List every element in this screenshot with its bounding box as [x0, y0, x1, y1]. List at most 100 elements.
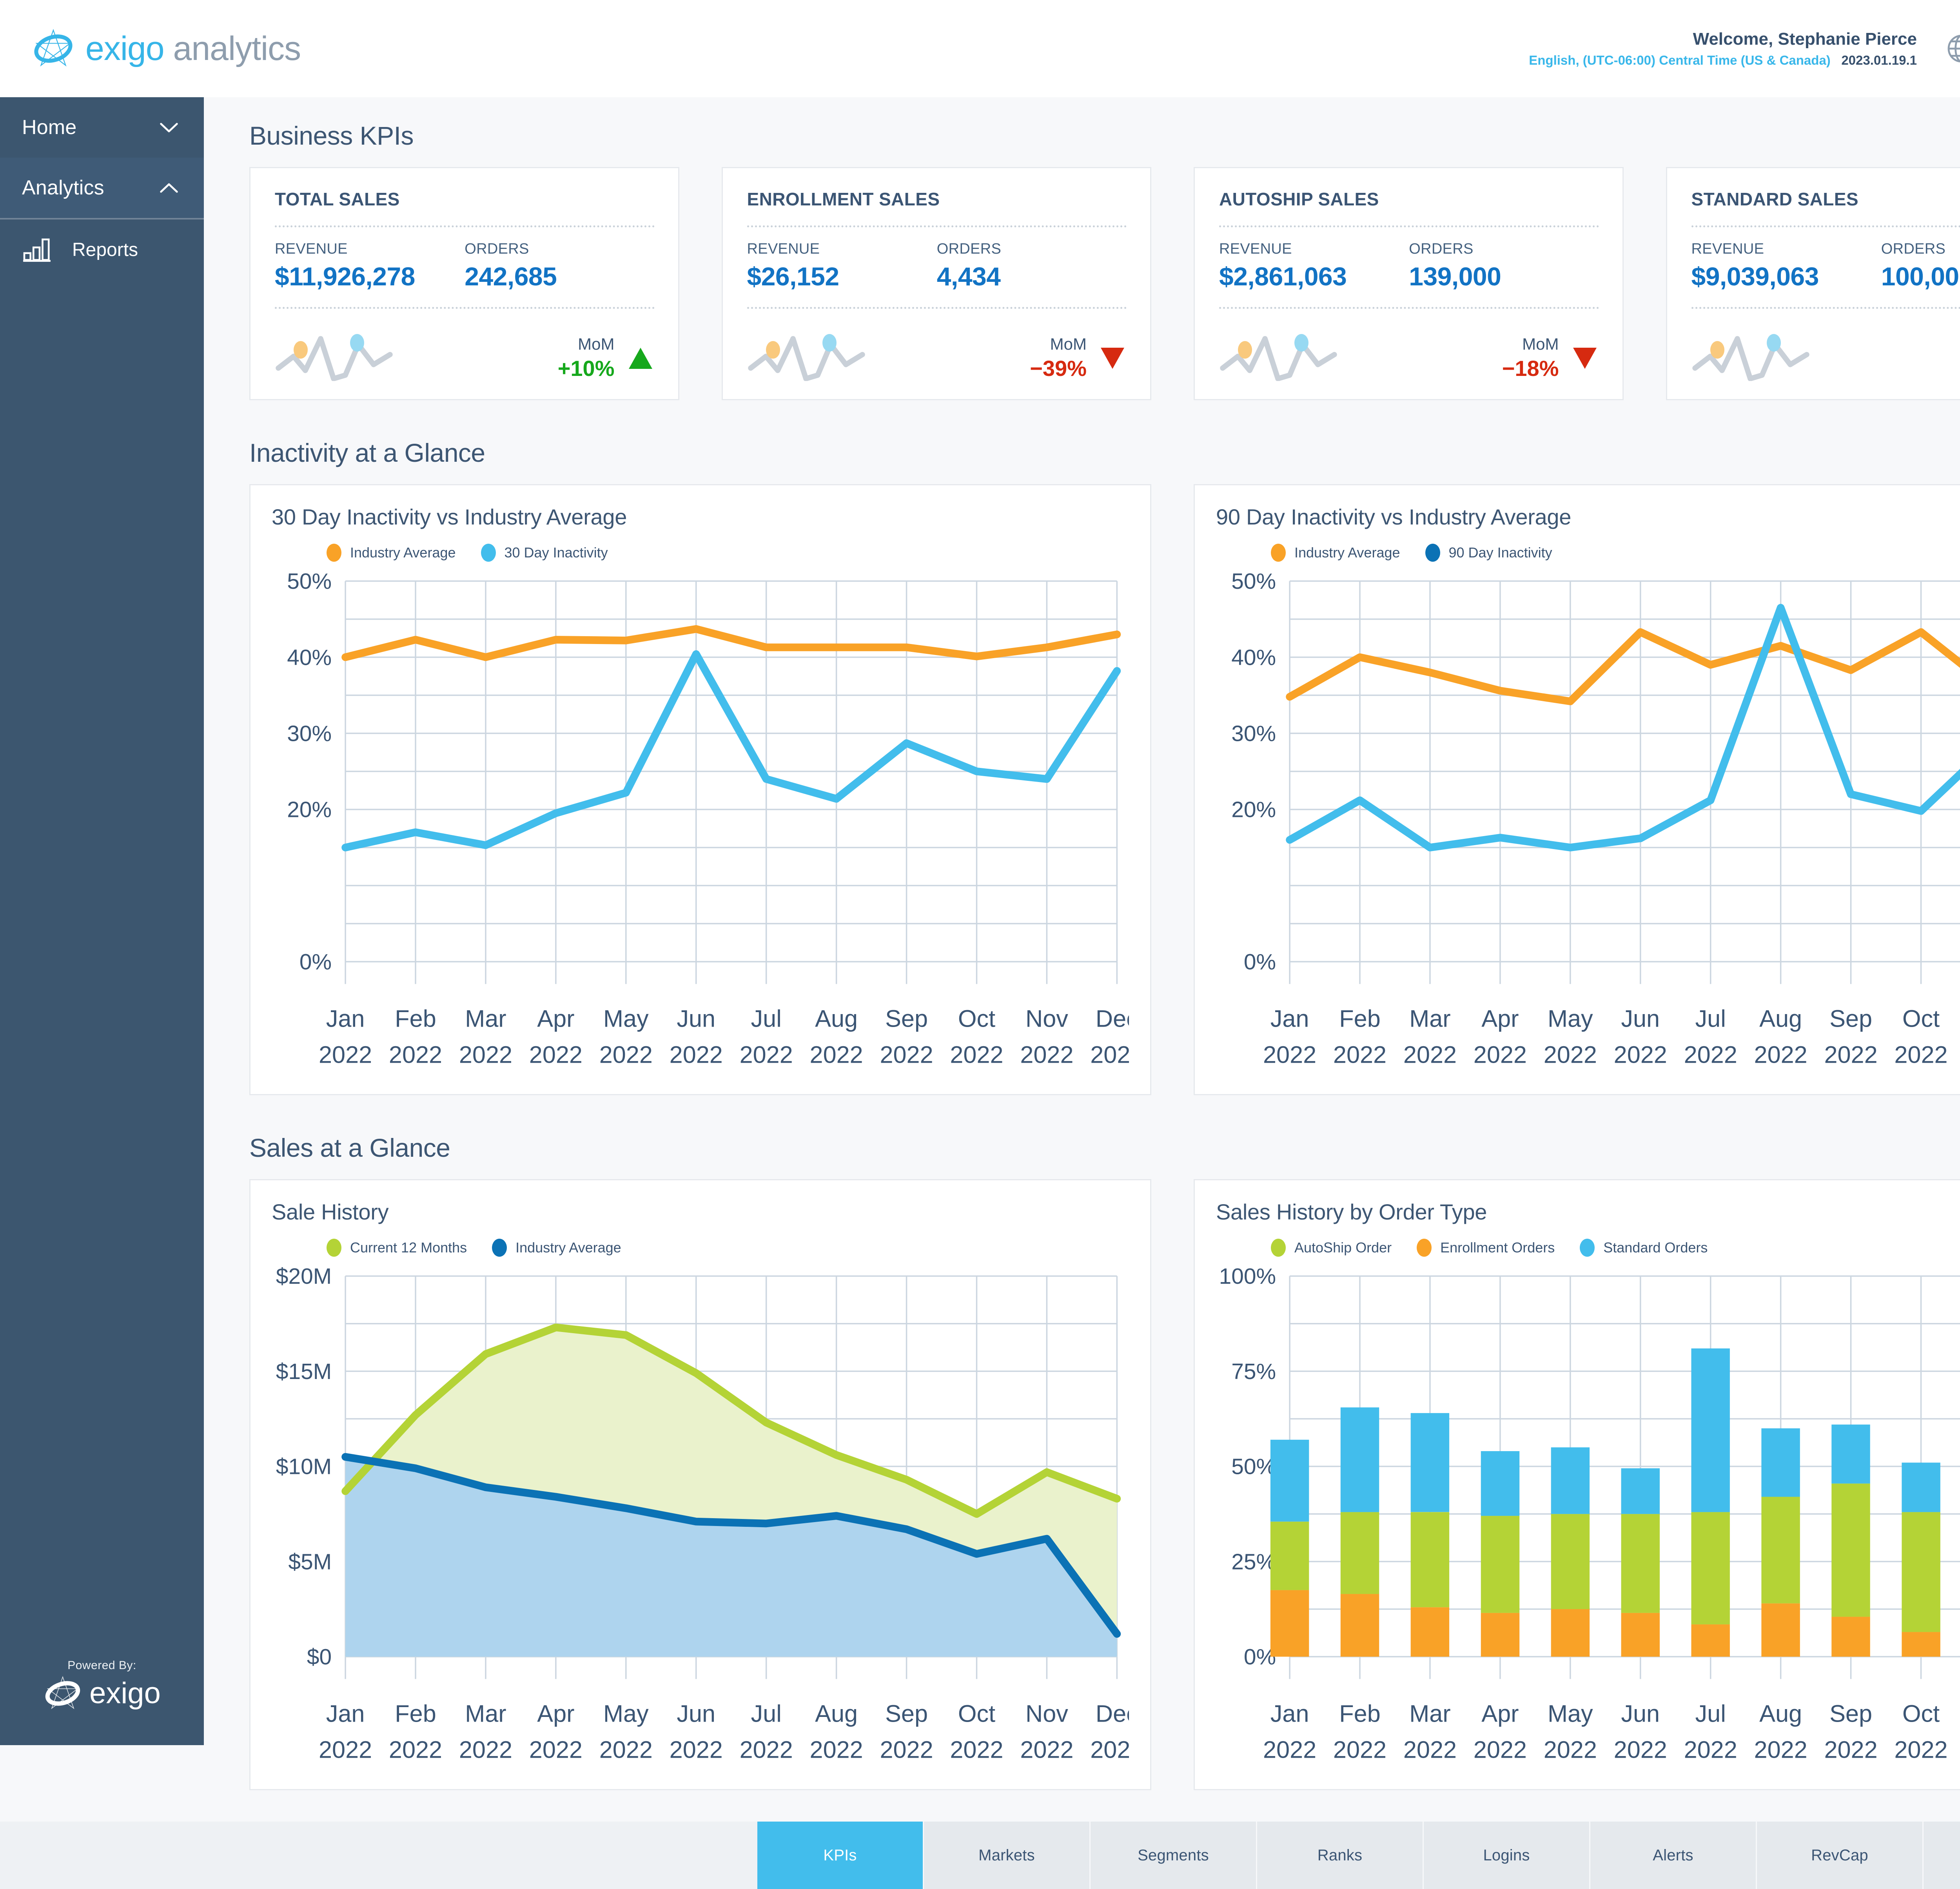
legend-label: AutoShip Order: [1294, 1239, 1392, 1256]
sidebar-item-analytics[interactable]: Analytics: [0, 158, 204, 218]
kpi-orders-label: ORDERS: [465, 241, 654, 258]
kpi-title: AUTOSHIP SALES: [1219, 189, 1599, 210]
svg-text:2022: 2022: [599, 1737, 653, 1763]
svg-text:Aug: Aug: [1759, 1005, 1802, 1032]
legend-item[interactable]: Industry Average: [327, 544, 456, 562]
locale-text[interactable]: English, (UTC-06:00) Central Time (US & …: [1529, 53, 1831, 67]
kpi-card-row: TOTAL SALES REVENUE $11,926,278 ORDERS 2…: [249, 167, 1960, 400]
brand-logo[interactable]: exigo analytics: [31, 27, 301, 71]
svg-text:Jul: Jul: [751, 1700, 782, 1727]
svg-text:2022: 2022: [529, 1737, 583, 1763]
svg-text:2022: 2022: [810, 1737, 863, 1763]
kpi-orders-value: 242,685: [465, 261, 654, 291]
divider: [1219, 307, 1599, 309]
globe-icon[interactable]: [1944, 31, 1960, 66]
kpi-orders-value: 139,000: [1409, 261, 1599, 291]
legend-item[interactable]: AutoShip Order: [1271, 1239, 1392, 1257]
legend-item[interactable]: Industry Average: [1271, 544, 1400, 562]
tab-products[interactable]: Products: [1924, 1822, 1960, 1889]
sidebar-divider: [0, 218, 204, 220]
svg-text:2022: 2022: [1754, 1737, 1808, 1763]
svg-text:2022: 2022: [1824, 1737, 1877, 1763]
tab-alerts[interactable]: Alerts: [1590, 1822, 1757, 1889]
kpi-revenue-label: REVENUE: [747, 241, 937, 258]
legend-item[interactable]: Current 12 Months: [327, 1239, 467, 1257]
legend-item[interactable]: Standard Orders: [1580, 1239, 1708, 1257]
svg-text:$15M: $15M: [276, 1359, 332, 1384]
exigo-star-icon: [43, 1674, 82, 1713]
legend-item[interactable]: 30 Day Inactivity: [481, 544, 608, 562]
svg-text:Jul: Jul: [751, 1005, 782, 1032]
mom-label: MoM: [558, 335, 615, 353]
mom-value: −18%: [1502, 356, 1559, 381]
svg-text:75%: 75%: [1231, 1359, 1276, 1384]
section-title-inactivity: Inactivity at a Glance: [249, 438, 485, 468]
svg-text:25%: 25%: [1231, 1550, 1276, 1575]
svg-text:May: May: [1548, 1700, 1593, 1727]
svg-text:Apr: Apr: [537, 1700, 574, 1727]
legend-item[interactable]: Enrollment Orders: [1417, 1239, 1555, 1257]
chart-card-30-day-inactivity[interactable]: 30 Day Inactivity vs Industry Average In…: [249, 484, 1151, 1095]
welcome-meta: English, (UTC-06:00) Central Time (US & …: [1529, 52, 1917, 69]
tab-ranks[interactable]: Ranks: [1257, 1822, 1424, 1889]
header-icon-group: [1944, 31, 1960, 66]
svg-text:Jul: Jul: [1695, 1700, 1726, 1727]
tab-revcap[interactable]: RevCap: [1757, 1822, 1924, 1889]
svg-text:40%: 40%: [1231, 645, 1276, 670]
divider: [1691, 307, 1960, 309]
kpi-card-autoship-sales[interactable]: AUTOSHIP SALES REVENUE $2,861,063 ORDERS…: [1194, 167, 1624, 400]
tab-kpis[interactable]: KPIs: [757, 1822, 924, 1889]
sidebar-item-reports[interactable]: Reports: [0, 220, 204, 280]
legend-swatch-industry-average: [327, 544, 341, 562]
svg-text:2022: 2022: [1684, 1737, 1737, 1763]
chart-card-90-day-inactivity[interactable]: 90 Day Inactivity vs Industry Average In…: [1194, 484, 1960, 1095]
legend-swatch-autoship-order: [1271, 1239, 1286, 1257]
svg-text:Mar: Mar: [1409, 1005, 1450, 1032]
divider: [1219, 225, 1599, 227]
kpi-orders-value: 100,000: [1881, 261, 1960, 291]
svg-text:2022: 2022: [1020, 1041, 1073, 1068]
svg-text:2022: 2022: [1263, 1737, 1316, 1763]
chart-card-sale-history[interactable]: Sale History Current 12 Months Industry …: [249, 1179, 1151, 1790]
powered-by-label: Powered By:: [67, 1659, 136, 1672]
svg-text:2022: 2022: [1090, 1041, 1129, 1068]
svg-text:2022: 2022: [1474, 1041, 1527, 1068]
sidebar-item-home[interactable]: Home: [0, 97, 204, 158]
svg-text:50%: 50%: [1231, 1455, 1276, 1479]
svg-text:2022: 2022: [319, 1737, 372, 1763]
kpi-card-standard-sales[interactable]: STANDARD SALES REVENUE $9,039,063 ORDERS…: [1666, 167, 1960, 400]
legend-item[interactable]: Industry Average: [492, 1239, 621, 1257]
kpi-orders-label: ORDERS: [1409, 241, 1599, 258]
kpi-title: ENROLLMENT SALES: [747, 189, 1127, 210]
svg-text:Sep: Sep: [1829, 1005, 1872, 1032]
svg-text:Oct: Oct: [958, 1005, 995, 1032]
brand-text-secondary: analytics: [173, 30, 301, 67]
legend-item[interactable]: 90 Day Inactivity: [1425, 544, 1552, 562]
kpi-card-total-sales[interactable]: TOTAL SALES REVENUE $11,926,278 ORDERS 2…: [249, 167, 679, 400]
svg-text:Jun: Jun: [677, 1700, 715, 1727]
kpi-card-enrollment-sales[interactable]: ENROLLMENT SALES REVENUE $26,152 ORDERS …: [722, 167, 1152, 400]
svg-text:20%: 20%: [1231, 798, 1276, 822]
tab-segments[interactable]: Segments: [1091, 1822, 1257, 1889]
svg-text:2022: 2022: [599, 1041, 653, 1068]
svg-text:Oct: Oct: [958, 1700, 995, 1727]
svg-text:Apr: Apr: [1481, 1005, 1519, 1032]
tab-logins[interactable]: Logins: [1424, 1822, 1590, 1889]
kpi-revenue-value: $11,926,278: [275, 261, 465, 291]
legend-label: Industry Average: [1294, 544, 1400, 561]
powered-by-logo: exigo: [43, 1674, 161, 1713]
top-header: exigo analytics Welcome, Stephanie Pierc…: [0, 0, 1960, 97]
svg-text:Oct: Oct: [1902, 1005, 1940, 1032]
sparkline-chart: [1219, 322, 1348, 381]
chart-card-sales-by-order-type[interactable]: Sales History by Order Type AutoShip Ord…: [1194, 1179, 1960, 1790]
tab-markets[interactable]: Markets: [924, 1822, 1091, 1889]
svg-text:Feb: Feb: [1339, 1700, 1381, 1727]
svg-text:2022: 2022: [389, 1041, 442, 1068]
svg-text:2022: 2022: [1403, 1041, 1457, 1068]
legend-swatch-enrollment-orders: [1417, 1239, 1432, 1257]
svg-text:Sep: Sep: [885, 1005, 928, 1032]
analytics-dashboard: exigo analytics Welcome, Stephanie Pierc…: [0, 0, 1960, 1745]
divider: [275, 225, 655, 227]
svg-text:40%: 40%: [287, 645, 332, 670]
sidebar: Home Analytics Reports: [0, 97, 204, 1745]
